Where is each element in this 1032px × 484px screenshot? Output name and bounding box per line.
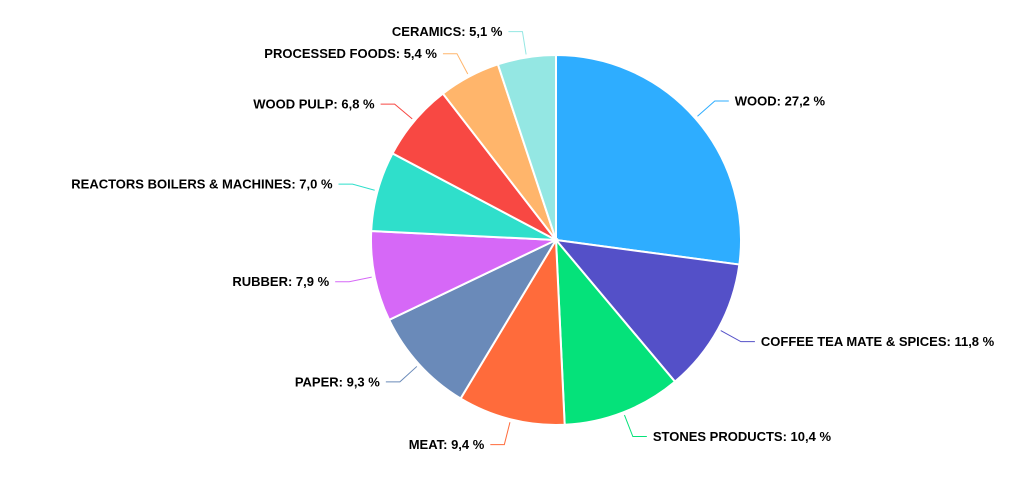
leader-line-processed-foods — [442, 53, 469, 75]
slices-layer — [370, 53, 742, 426]
slice-label-processed-foods: PROCESSED FOODS: 5,4 % — [264, 46, 437, 61]
slice-label-reactors-boilers-and-machines: REACTORS BOILERS & MACHINES: 7,0 % — [71, 177, 333, 192]
slice-label-ceramics: CERAMICS: 5,1 % — [392, 24, 503, 39]
pie-slice-meat[interactable] — [459, 236, 566, 426]
labels-layer: WOOD: 27,2 % COFFEE TEA MATE & SPICES: 11… — [71, 24, 994, 452]
pie-slice-coffee-tea-mate-and-spices[interactable] — [553, 238, 741, 384]
leader-line-ceramics — [508, 31, 527, 55]
leader-line-wood-pulp — [380, 103, 413, 120]
leader-lines-layer — [335, 31, 755, 446]
slice-label-stones-products: STONES PRODUCTS: 10,4 % — [653, 429, 832, 444]
pie-slice-paper[interactable] — [387, 237, 559, 400]
leader-line-meat — [490, 422, 511, 446]
slice-label-coffee-tea-mate-and-spices: COFFEE TEA MATE & SPICES: 11,8 % — [761, 334, 995, 349]
leader-line-wood — [697, 100, 729, 117]
pie-slice-rubber[interactable] — [370, 229, 557, 322]
slice-label-wood-pulp: WOOD PULP: 6,8 % — [253, 97, 375, 112]
slice-label-rubber: RUBBER: 7,9 % — [232, 274, 329, 289]
pie-slice-ceramics[interactable] — [496, 53, 557, 241]
pie-slice-stones-products[interactable] — [554, 237, 677, 426]
leader-line-paper — [385, 366, 418, 383]
leader-line-stones-products — [623, 414, 647, 438]
leader-line-rubber — [335, 276, 372, 283]
slice-label-wood: WOOD: 27,2 % — [735, 94, 826, 109]
pie-slice-wood[interactable] — [555, 53, 742, 266]
leader-line-reactors-boilers-and-machines — [338, 183, 375, 191]
slice-label-meat: MEAT: 9,4 % — [409, 437, 485, 452]
slice-label-paper: PAPER: 9,3 % — [295, 374, 380, 389]
leader-line-coffee-tea-mate-and-spices — [720, 330, 755, 343]
